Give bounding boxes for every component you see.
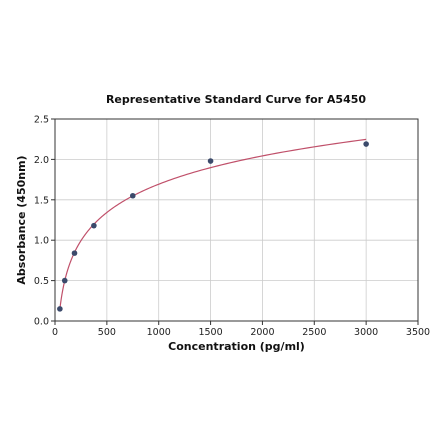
y-tick-label: 0.0 xyxy=(34,317,49,328)
data-points xyxy=(57,141,369,312)
x-tick-label: 1000 xyxy=(147,327,171,338)
x-axis-title: Concentration (pg/ml) xyxy=(168,340,305,353)
plot-frame xyxy=(54,118,419,322)
data-point xyxy=(71,250,78,256)
y-axis-title: Absorbance (450nm) xyxy=(15,155,28,284)
grid xyxy=(54,118,419,322)
x-tick-label: 3000 xyxy=(354,327,378,338)
data-point xyxy=(363,141,369,147)
data-point xyxy=(91,222,97,229)
data-point xyxy=(129,192,136,199)
x-tick-label: 500 xyxy=(98,327,116,338)
data-point xyxy=(57,306,63,312)
y-tick-label: 2.5 xyxy=(34,115,49,126)
y-tick-label: 1.0 xyxy=(34,236,49,247)
x-tick-label: 0 xyxy=(52,327,58,338)
x-tick-label: 2500 xyxy=(302,327,326,338)
y-tick-label: 0.5 xyxy=(34,276,49,287)
data-point xyxy=(61,277,68,284)
y-tick-label: 1.5 xyxy=(34,195,49,206)
y-tick-label: 2.0 xyxy=(34,155,49,166)
x-tick-label: 1500 xyxy=(198,327,222,338)
fit-curve xyxy=(59,138,367,309)
x-tick-label: 2000 xyxy=(250,327,274,338)
data-point xyxy=(207,158,214,164)
chart-title: Representative Standard Curve for A5450 xyxy=(106,93,366,106)
axis-ticks: 0 500 1000 1500 2000 2500 3000 3500 0.0 0.5 1.0 1.5… xyxy=(34,115,430,339)
x-tick-label: 3500 xyxy=(406,327,430,338)
fit-curve-layer xyxy=(59,138,367,309)
